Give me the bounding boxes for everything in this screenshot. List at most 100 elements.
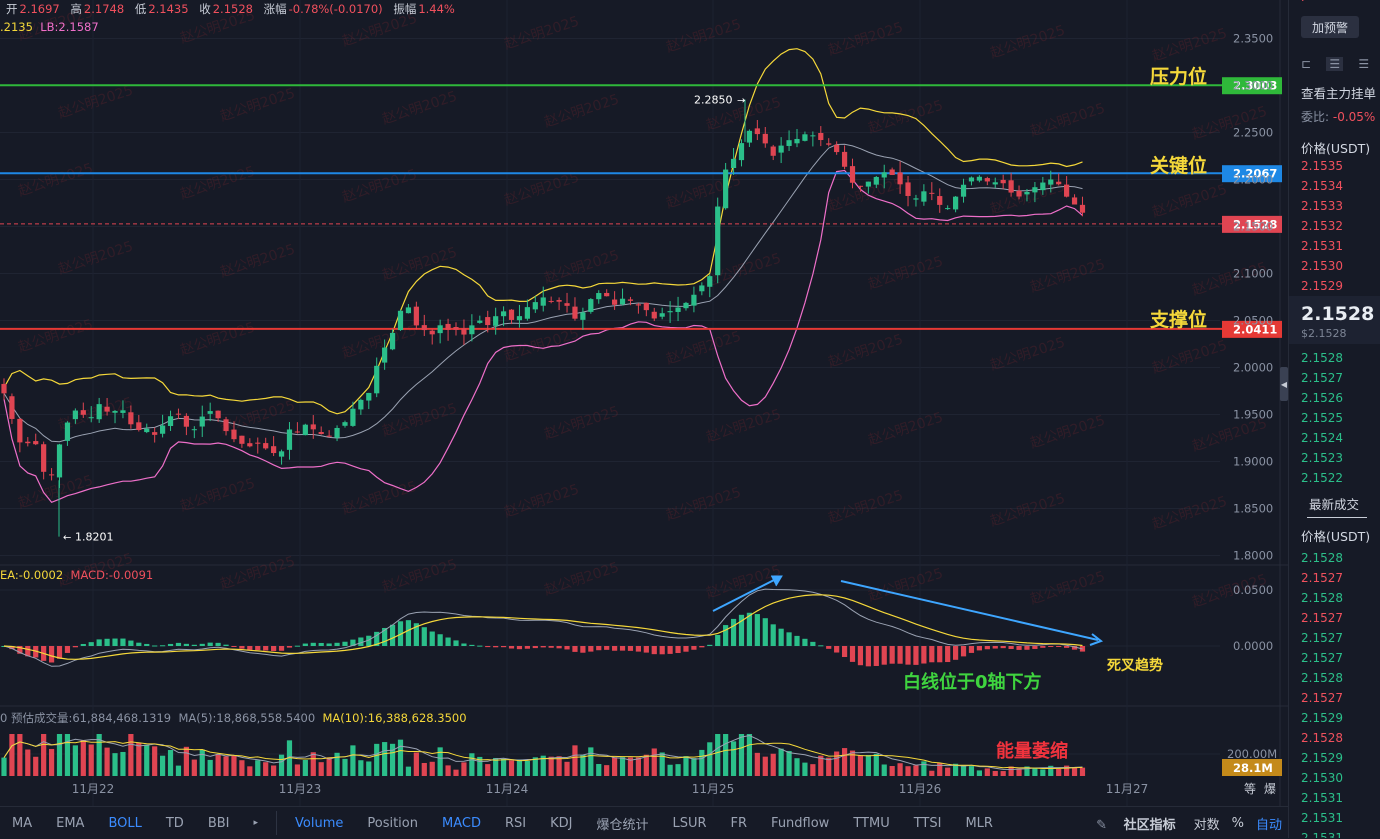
macd-histogram-bar xyxy=(278,646,285,651)
trade-price: 2.1528 xyxy=(1301,551,1343,565)
macd-histogram-bar xyxy=(271,646,277,652)
candle-body xyxy=(826,143,832,145)
add-alert-button[interactable]: 加预警 xyxy=(1301,16,1359,38)
candle-body xyxy=(302,424,308,436)
macd-histogram-bar xyxy=(175,642,182,646)
ask-price: 2.1533 xyxy=(1301,199,1343,213)
book-both-icon[interactable]: ⊏ xyxy=(1301,57,1312,71)
level-price-tag xyxy=(1222,165,1282,183)
tab-ttsi[interactable]: TTSI xyxy=(913,815,942,831)
tab-ema[interactable]: EMA xyxy=(56,815,85,831)
tab-fr[interactable]: FR xyxy=(730,815,748,831)
volume-bar xyxy=(120,751,126,776)
latest-trades-header[interactable]: 最新成交 xyxy=(1309,497,1360,512)
macd-tick-label: 0.0500 xyxy=(1233,583,1273,597)
tab-ma[interactable]: MA xyxy=(12,815,33,831)
candle-body xyxy=(500,311,507,317)
candle-body xyxy=(136,422,142,430)
tab-position[interactable]: Position xyxy=(367,815,418,831)
volume-shrink-annotation: 能量萎缩 xyxy=(996,741,1068,762)
close-value: 2.1528 xyxy=(212,2,253,16)
view-main-orders-link[interactable]: 查看主力挂单 xyxy=(1301,86,1377,101)
macd-histogram-bar xyxy=(683,646,689,652)
candle-body xyxy=(612,299,618,305)
tab-liquidation[interactable]: 爆仓统计 xyxy=(596,817,649,833)
percent-button[interactable]: % xyxy=(1231,815,1244,831)
candle-body xyxy=(937,196,943,205)
macd-info: EA:-0.0002 MACD:-0.0091 xyxy=(0,568,153,582)
price-tick-label: 2.0000 xyxy=(1233,361,1273,375)
community-indicator-button[interactable]: ✎ 社区指标 xyxy=(1084,814,1187,833)
macd-histogram-bar xyxy=(596,646,602,651)
tab-lsur[interactable]: LSUR xyxy=(672,815,707,831)
book-bids-icon[interactable]: ☰ xyxy=(1326,57,1344,71)
macd-histogram-bar xyxy=(921,646,927,664)
volume-bar xyxy=(865,755,871,776)
watermark-text: 赵公明2025 xyxy=(664,485,743,524)
volume-bar xyxy=(635,757,641,776)
watermark-text: 赵公明2025 xyxy=(1150,26,1229,65)
macd-dea: EA:-0.0002 xyxy=(0,568,64,582)
watermark-text: 赵公明2025 xyxy=(16,473,95,512)
candle-body xyxy=(540,297,546,306)
tab-volume[interactable]: Volume xyxy=(295,815,344,831)
volume-bar xyxy=(350,745,356,776)
volume-bar xyxy=(929,770,935,776)
candle-body xyxy=(1079,204,1086,213)
chart-canvas[interactable]: 赵公明2025 赵公明2025 赵公明2025 赵公明2025 赵公明2025 赵公明20… xyxy=(0,0,1288,806)
macd-histogram-bar xyxy=(889,646,895,664)
volume-bar xyxy=(723,734,729,776)
candle-body xyxy=(1,383,7,394)
watermark-text: 赵公明2025 xyxy=(664,17,743,56)
watermark-text: 赵公明2025 xyxy=(1028,257,1107,296)
tab-macd[interactable]: MACD xyxy=(442,815,481,831)
tab-mlr[interactable]: MLR xyxy=(965,815,993,831)
tab-kdj[interactable]: KDJ xyxy=(550,815,573,831)
candle-body xyxy=(1016,190,1022,197)
candle-body xyxy=(651,311,657,319)
more-icon[interactable]: ▸ xyxy=(253,818,259,828)
macd-tick-label: 0.0000 xyxy=(1233,639,1273,653)
tab-boll[interactable]: BOLL xyxy=(108,815,142,831)
tab-fundflow[interactable]: Fundflow xyxy=(771,815,830,831)
volume-bar xyxy=(358,760,364,776)
tab-td[interactable]: TD xyxy=(165,815,184,831)
watermark-text: 赵公明2025 xyxy=(56,239,135,278)
tab-rsi[interactable]: RSI xyxy=(504,815,527,831)
auto-scale-button[interactable]: 自动 xyxy=(1255,817,1282,833)
macd-histogram-bar xyxy=(532,646,538,649)
macd-histogram-bar xyxy=(350,639,356,646)
trade-price: 2.1527 xyxy=(1301,611,1343,625)
volume-bar xyxy=(715,734,721,776)
candle-body xyxy=(897,172,903,185)
candle-body xyxy=(469,325,475,335)
candle-body xyxy=(738,143,745,161)
candle-body xyxy=(9,396,15,419)
price-tick-label: 2.1000 xyxy=(1233,267,1273,281)
price-tick-label: 1.9500 xyxy=(1233,408,1273,422)
candle-body xyxy=(120,410,126,413)
trade-price: 2.1527 xyxy=(1301,691,1343,705)
bid-price: 2.1525 xyxy=(1301,411,1343,425)
current-price-label: 2.1528 xyxy=(1233,217,1277,231)
tab-bbi[interactable]: BBI xyxy=(207,815,230,831)
volume-bar xyxy=(48,748,55,776)
tab-ttmu[interactable]: TTMU xyxy=(853,815,890,831)
trade-price: 2.1529 xyxy=(1301,711,1343,725)
prev-value: · xyxy=(1301,0,1305,7)
candle-body xyxy=(255,442,261,444)
volume-bar xyxy=(746,734,753,776)
panel-toggle-handle[interactable]: ◀ xyxy=(1280,367,1288,401)
low-value: 2.1435 xyxy=(148,2,189,16)
volume-bar xyxy=(1024,766,1030,776)
volume-current-tag xyxy=(1222,759,1282,776)
volume-bar xyxy=(128,734,134,776)
book-asks-icon[interactable]: ☰ xyxy=(1358,57,1370,71)
ohlc-info: 开 2.1697 高 2.1748 低 2.1435 收 2.1528 涨幅 -0.78%… xyxy=(6,1,462,17)
macd-histogram-bar xyxy=(405,620,412,646)
macd-histogram-bar xyxy=(374,631,380,646)
volume-bar xyxy=(493,757,499,776)
macd-histogram-bar xyxy=(56,646,63,659)
macd-histogram-bar xyxy=(326,643,332,646)
log-scale-button[interactable]: 对数 xyxy=(1193,817,1220,833)
